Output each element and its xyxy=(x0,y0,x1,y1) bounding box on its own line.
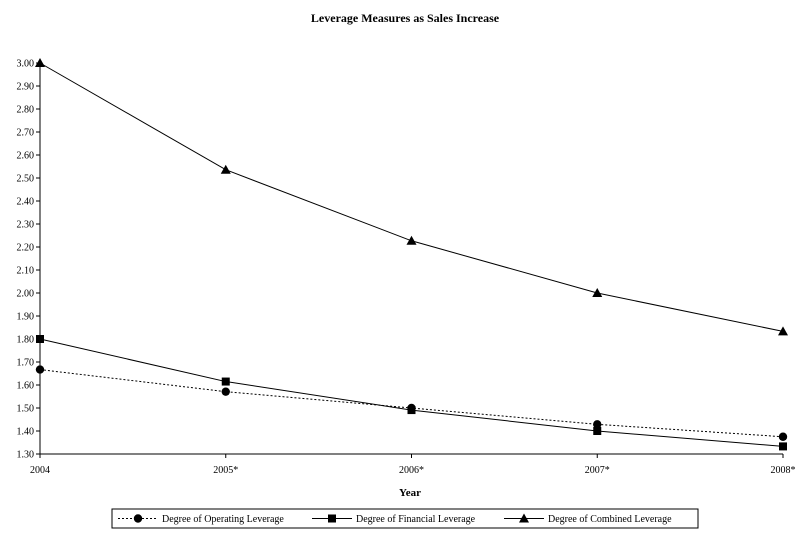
series-line-circle xyxy=(39,369,784,438)
data-point-triangle xyxy=(778,326,788,336)
data-point-triangle xyxy=(592,288,603,297)
plot-area: 1.30 1.40 1.50 1.60 1.70 1.80 1.90 2.00 2.10 2.20… xyxy=(17,58,796,476)
y-tick-label: 2.00 xyxy=(17,289,35,300)
y-tick-label: 1.90 xyxy=(17,312,35,323)
data-point-circle xyxy=(221,387,230,396)
y-tick-label: 2.90 xyxy=(17,82,35,93)
series-line-square xyxy=(39,338,784,447)
y-tick-label: 1.80 xyxy=(17,335,35,346)
legend-marker-square xyxy=(328,514,336,523)
data-point-square xyxy=(593,427,602,435)
data-point-triangle xyxy=(35,58,45,67)
data-point-square xyxy=(407,406,416,415)
y-tick-label: 2.80 xyxy=(17,105,35,116)
legend-box xyxy=(111,508,699,529)
data-point-square xyxy=(779,442,787,451)
x-tick-label: 2007* xyxy=(585,465,610,476)
chart-title: Leverage Measures as Sales Increase xyxy=(311,11,500,25)
y-tick-label: 2.60 xyxy=(17,151,35,162)
x-axis-title: Year xyxy=(399,487,421,499)
y-tick-label: 1.60 xyxy=(17,381,35,392)
x-tick-label: 2004 xyxy=(30,465,50,476)
series-line-triangle xyxy=(39,62,784,332)
y-tick-label: 2.40 xyxy=(17,197,35,208)
legend-marker-triangle xyxy=(519,513,529,523)
y-tick-label: 2.20 xyxy=(17,243,35,254)
data-point-circle xyxy=(778,432,788,441)
x-tick-label: 2006* xyxy=(399,465,424,476)
y-tick-label: 1.50 xyxy=(17,404,35,415)
legend: Degree of Operating Leverage Degree of Fi… xyxy=(111,508,699,529)
y-tick-label: 1.40 xyxy=(17,427,35,438)
y-tick-label: 2.50 xyxy=(17,174,35,185)
legend-label: Degree of Operating Leverage xyxy=(162,514,284,525)
x-tick-label: 2005* xyxy=(213,465,238,476)
legend-label: Degree of Financial Leverage xyxy=(356,514,476,525)
data-point-square xyxy=(36,335,44,343)
data-point-circle xyxy=(593,420,602,429)
data-point-triangle xyxy=(220,164,231,174)
y-tick-label: 2.10 xyxy=(17,266,35,277)
y-tick-label: 1.30 xyxy=(17,450,35,461)
legend-label: Degree of Combined Leverage xyxy=(548,514,672,525)
data-point-square xyxy=(221,377,230,386)
y-tick-label: 1.70 xyxy=(17,358,35,369)
y-tick-label: 2.70 xyxy=(17,128,35,139)
x-tick-label: 2008* xyxy=(771,465,796,476)
y-tick-label: 3.00 xyxy=(17,59,35,70)
y-tick-label: 2.30 xyxy=(17,220,35,231)
data-point-triangle xyxy=(406,235,417,245)
legend-marker-circle xyxy=(133,514,143,523)
data-point-circle xyxy=(35,365,45,374)
